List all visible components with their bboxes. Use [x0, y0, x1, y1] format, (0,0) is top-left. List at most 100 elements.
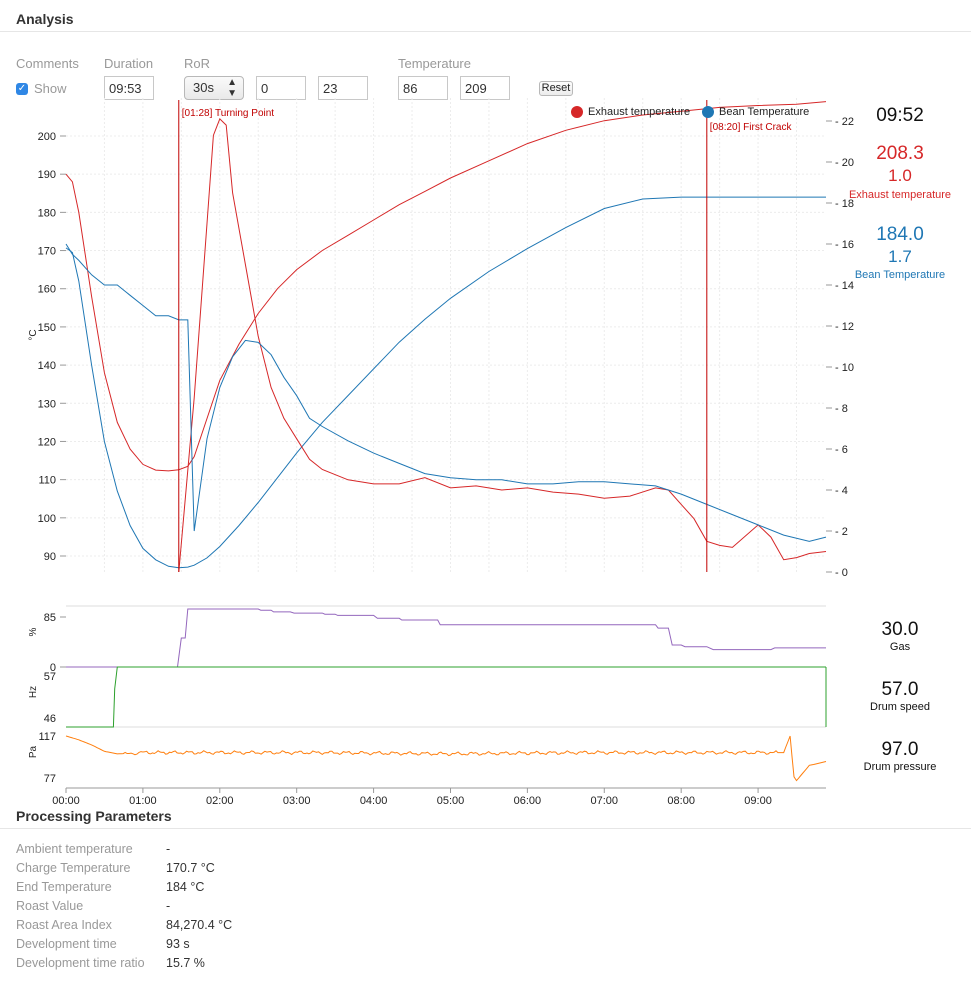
drum-pressure-axis-label: Pa [28, 745, 39, 758]
bean-value-readout: 184.0 [876, 224, 924, 245]
param-value: 184 °C [166, 880, 205, 894]
y-axis-tick-label: 150 [38, 322, 56, 334]
comments-label: Comments [16, 56, 79, 71]
y-axis-tick-label: 170 [38, 246, 56, 258]
exhaust-readout-label: Exhaust temperature [848, 189, 952, 201]
gas-value-readout: 30.0 [881, 619, 919, 640]
param-label: Charge Temperature [16, 861, 131, 875]
x-axis-tick-label: 03:00 [283, 795, 311, 807]
param-label: Roast Area Index [16, 918, 112, 932]
gas-series-line [66, 608, 826, 668]
drum-speed-axis-label: Hz [28, 686, 39, 698]
roast-charts[interactable]: 90 100 110 120 130 140 150 160 170 180 190 200 - 0 - … [0, 0, 971, 810]
param-value: 84,270.4 °C [166, 918, 233, 932]
y2-axis-tick-label: - 12 [835, 321, 854, 333]
analysis-title: Analysis [16, 11, 74, 27]
gas-tick-label: 85 [44, 612, 56, 624]
select-arrows-icon: ▲ ▼ [227, 77, 237, 99]
y2-axis-tick-label: - 18 [835, 198, 854, 210]
y2-axis-tick-label: - 6 [835, 444, 848, 456]
ror-max-input[interactable] [318, 76, 368, 100]
ror-interval-value: 30s [193, 80, 214, 95]
checkmark-icon: ✓ [17, 83, 27, 94]
bean-readout-label: Bean Temperature [854, 269, 946, 281]
y2-axis-tick-label: - 16 [835, 239, 854, 251]
legend-label: Bean Temperature [719, 106, 809, 118]
processing-title: Processing Parameters [16, 808, 172, 824]
legend-label: Exhaust temperature [588, 106, 690, 118]
ror-interval-select[interactable]: 30s ▲ ▼ [184, 76, 244, 100]
y2-axis-tick-label: - 14 [835, 280, 854, 292]
exhaust-ror-readout: 1.0 [888, 166, 912, 185]
x-axis-tick-label: 07:00 [591, 795, 619, 807]
y-axis-tick-label: 140 [38, 360, 56, 372]
temperature-min-input[interactable] [398, 76, 448, 100]
y2-axis-tick-label: - 0 [835, 567, 848, 579]
bean-ror-readout: 1.7 [888, 247, 912, 266]
ror-min-input[interactable] [256, 76, 306, 100]
param-label: Development time [16, 937, 117, 951]
param-value: 15.7 % [166, 956, 205, 970]
param-value: - [166, 899, 171, 913]
drum-pressure-tick-label: 77 [44, 773, 56, 785]
series-line [65, 101, 827, 472]
event-marker-label: [08:20] First Crack [710, 122, 793, 133]
gas-axis-label: % [28, 627, 39, 636]
y-axis-tick-label: 160 [38, 284, 56, 296]
duration-label: Duration [104, 56, 154, 71]
show-comments-label[interactable]: Show [34, 81, 67, 96]
reset-button[interactable]: Reset [539, 81, 573, 96]
x-axis-tick-label: 08:00 [667, 795, 695, 807]
y-axis-tick-label: 110 [38, 475, 56, 487]
param-label: Roast Value [16, 899, 84, 913]
x-axis-tick-label: 06:00 [514, 795, 542, 807]
legend-swatch [571, 106, 583, 118]
y-axis-tick-label: 90 [44, 551, 56, 563]
y2-axis-tick-label: - 20 [835, 157, 854, 169]
time-readout: 09:52 [876, 105, 924, 126]
param-value: 170.7 °C [166, 861, 215, 875]
x-axis-tick-label: 01:00 [129, 795, 157, 807]
y-axis-tick-label: 200 [38, 131, 56, 143]
duration-input[interactable] [104, 76, 154, 100]
drum-pressure-tick-label: 117 [38, 731, 56, 743]
y-axis-tick-label: 120 [38, 436, 56, 448]
y2-axis-tick-label: - 2 [835, 526, 848, 538]
x-axis-tick-label: 02:00 [206, 795, 234, 807]
y-axis-tick-label: 190 [38, 169, 56, 181]
y-axis-label: °C [28, 329, 39, 340]
param-value: - [166, 842, 171, 856]
divider [0, 828, 971, 829]
param-label: Ambient temperature [16, 842, 133, 856]
y2-axis-tick-label: - 10 [835, 362, 854, 374]
y2-axis-tick-label: - 22 [835, 116, 854, 128]
drum-speed-tick-label: 57 [44, 671, 56, 683]
ror-label: RoR [184, 56, 211, 71]
series-line [65, 243, 827, 542]
series-line [65, 196, 826, 569]
y-axis-tick-label: 180 [38, 207, 56, 219]
drum-speed-series-line [66, 666, 826, 728]
drum-pressure-value-readout: 97.0 [881, 739, 919, 760]
x-axis-tick-label: 00:00 [52, 795, 80, 807]
x-axis-tick-label: 04:00 [360, 795, 388, 807]
divider [0, 31, 971, 32]
x-axis-tick-label: 05:00 [437, 795, 465, 807]
y2-axis-tick-label: - 4 [835, 485, 848, 497]
drum-speed-tick-label: 46 [44, 713, 56, 725]
event-marker-label: [01:28] Turning Point [182, 108, 275, 119]
y-axis-tick-label: 130 [38, 398, 56, 410]
y-axis-tick-label: 100 [38, 513, 56, 525]
y2-axis-tick-label: - 8 [835, 403, 848, 415]
temperature-max-input[interactable] [460, 76, 510, 100]
drum-speed-value-readout: 57.0 [881, 679, 919, 700]
param-label: Development time ratio [16, 956, 145, 970]
series-line [178, 118, 827, 573]
show-comments-checkbox[interactable]: ✓ [16, 83, 28, 95]
legend-swatch [702, 106, 714, 118]
drum-pressure-readout-label: Drum pressure [863, 761, 937, 773]
temperature-label: Temperature [398, 56, 471, 71]
param-label: End Temperature [16, 880, 112, 894]
drum-speed-readout-label: Drum speed [870, 701, 930, 713]
x-axis-tick-label: 09:00 [744, 795, 772, 807]
